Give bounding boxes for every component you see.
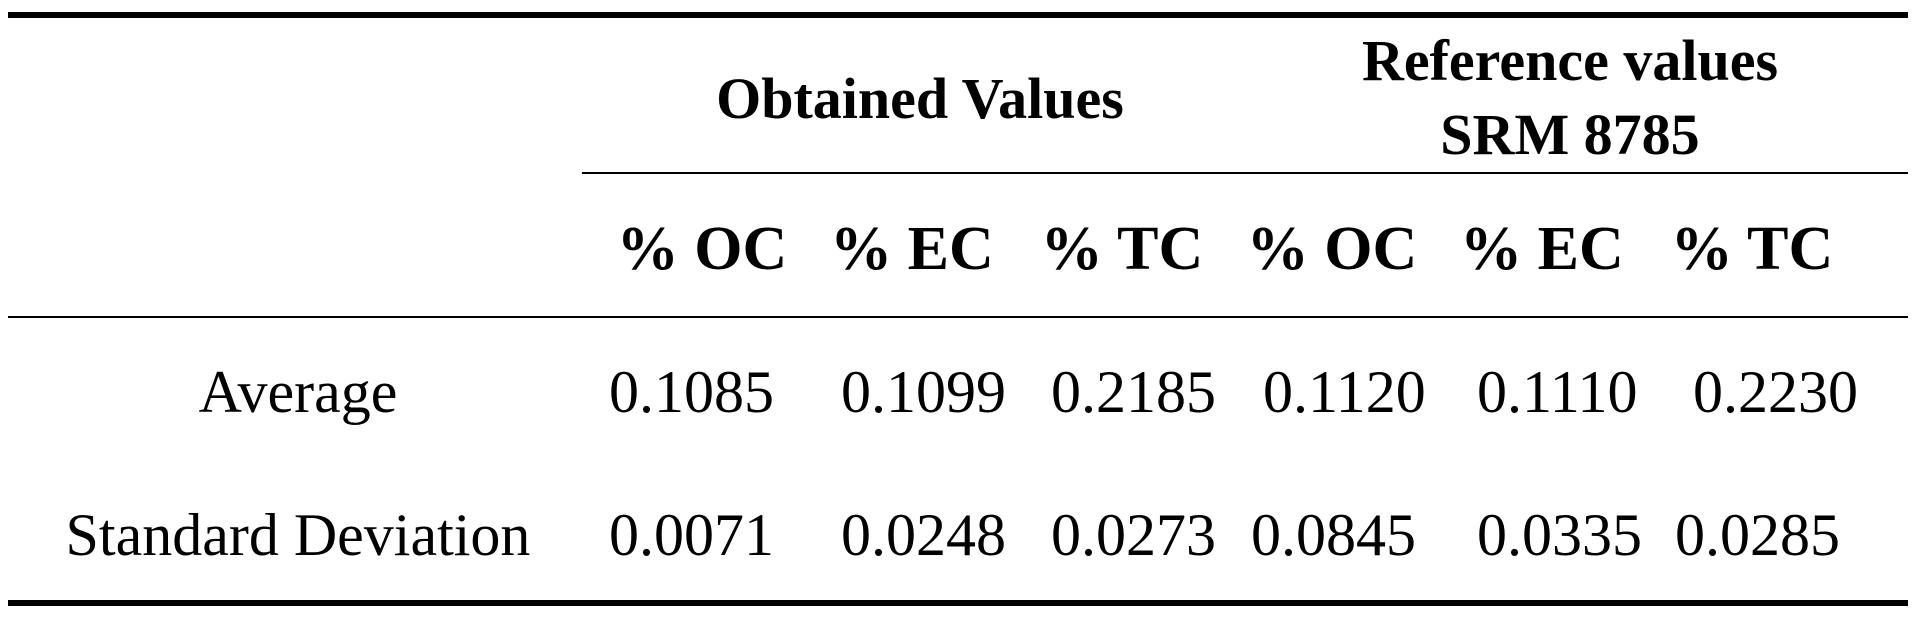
column-header-obtained-ec: % EC [830,215,994,283]
group-header-reference-line2: SRM 8785 [1440,102,1700,167]
average-obtained-ec: 0.1099 [841,359,1006,425]
column-header-obtained-tc: % TC [1040,215,1204,283]
average-obtained-tc: 0.2185 [1051,359,1216,425]
table-top-rule [8,12,1908,18]
column-header-reference-oc: % OC [1246,215,1418,283]
group-header-obtained: Obtained Values [716,66,1124,131]
group-header-reference-line1: Reference values [1361,28,1779,93]
average-reference-oc: 0.1120 [1263,359,1426,425]
average-reference-tc: 0.2230 [1693,359,1858,425]
column-header-obtained-oc: % OC [616,215,788,283]
std-dev-obtained-ec: 0.0248 [841,502,1006,568]
column-header-reference-ec: % EC [1460,215,1624,283]
std-dev-reference-ec: 0.0335 [1477,502,1642,568]
average-reference-ec: 0.1110 [1477,359,1638,425]
std-dev-reference-oc: 0.0845 [1251,502,1416,568]
column-header-rule [8,316,1908,318]
row-label-standard-deviation: Standard Deviation [65,502,531,568]
row-label-average: Average [198,359,398,425]
std-dev-obtained-tc: 0.0273 [1051,502,1216,568]
std-dev-obtained-oc: 0.0071 [609,502,774,568]
std-dev-reference-tc: 0.0285 [1675,502,1840,568]
table-bottom-rule [8,600,1908,606]
column-header-reference-tc: % TC [1670,215,1834,283]
group-header-rule [582,172,1908,174]
average-obtained-oc: 0.1085 [609,359,774,425]
